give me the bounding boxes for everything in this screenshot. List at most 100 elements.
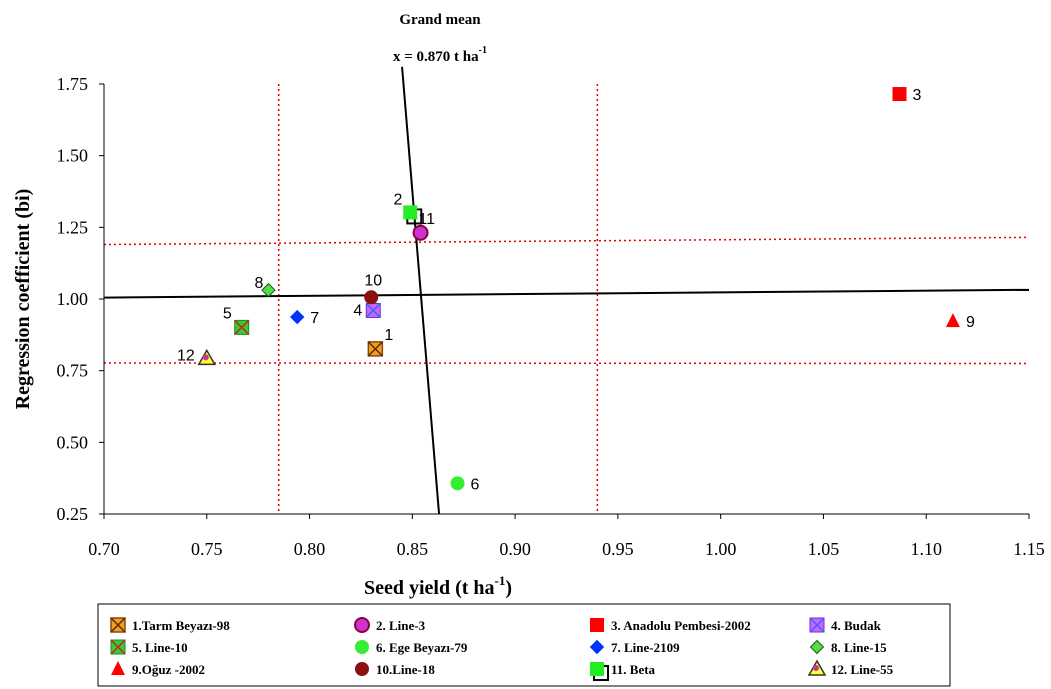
point-label-2: 2 [393,191,402,208]
legend-marker [807,659,827,676]
legend-marker [355,662,369,676]
marker-shape [403,205,418,220]
marker-cross [809,617,825,633]
legend-label: 3. Anadolu Pembesi-2002 [611,618,751,633]
data-point-9 [945,313,960,328]
marker-cross [110,639,126,655]
legend-marker [355,640,369,654]
legend-marker [354,617,370,633]
legend-label: 1.Tarm Beyazı-98 [132,618,230,633]
legend-item-8: 8. Line-15 [809,639,887,655]
marker-shape [589,639,605,655]
legend-marker [809,639,825,655]
grand-mean-annotation-line1: Grand mean [399,12,481,28]
point-label-10: 10 [364,272,382,289]
legend-item-11: 11. Beta [590,662,656,681]
marker-cross [234,319,250,335]
y-tick-label: 1.25 [57,217,89,237]
point-label-11: 11 [418,211,435,228]
point-label-12: 12 [177,347,195,364]
legend-label: 9.Oğuz -2002 [132,662,205,677]
y-tick-label: 1.50 [57,146,89,166]
marker-cross [367,341,383,357]
x-tick-label: 0.75 [191,539,223,559]
legend-item-10: 10.Line-18 [355,662,435,677]
marker-shape [590,662,604,676]
marker-inner [813,665,819,671]
solid-reference-lines [103,66,1030,515]
legend-label: 11. Beta [611,662,656,677]
regression-line [103,288,1030,299]
x-tick-label: 1.05 [808,539,840,559]
y-tick-label: 1.75 [57,74,89,94]
data-point-11 [403,205,423,225]
y-tick-label: 0.50 [57,432,89,452]
x-tick-labels: 0.70 0.75 0.80 0.85 0.90 0.95 1.00 1.05 1.10 1.15 [88,539,1045,559]
x-tick-label: 0.70 [88,539,120,559]
data-point-12 [197,348,217,366]
data-points [197,87,960,491]
point-label-6: 6 [471,476,480,493]
dotted-horizontal-line-2 [103,362,1030,365]
marker-shape [355,640,369,654]
legend-item-2: 2. Line-3 [354,617,426,633]
legend-item-1: 1.Tarm Beyazı-98 [110,617,230,633]
legend-label: 4. Budak [831,618,882,633]
marker-shape [945,313,960,328]
grand-mean-value: x = 0.870 t ha [393,49,479,65]
legend-marker [111,661,125,675]
legend-frame [97,603,951,687]
marker-shape [354,617,370,633]
axes [99,83,1030,519]
dotted-horizontal-line-1 [103,236,1030,246]
legend-label: 5. Line-10 [132,640,188,655]
point-label-5: 5 [223,305,232,322]
dotted-reference-lines [103,84,1030,514]
point-label-7: 7 [310,310,319,327]
grand-mean-annotation-line2: x = 0.870 t ha-1 [393,45,487,65]
data-point-2 [412,224,429,241]
point-label-1: 1 [384,327,393,344]
legend-item-9: 9.Oğuz -2002 [111,661,205,677]
y-axis-title: Regression coefficient (bi) [12,189,34,410]
data-point-10 [364,290,379,305]
legend-label: 8. Line-15 [831,640,887,655]
marker-shape [450,476,465,491]
x-axis-title-main: Seed yield (t ha [364,577,495,599]
legend: 1.Tarm Beyazı-98 2. Line-3 3. Anadolu Pemb… [97,603,951,687]
point-label-9: 9 [966,314,975,331]
legend-item-5: 5. Line-10 [110,639,188,655]
x-tick-label: 0.95 [602,539,634,559]
data-point-8 [261,282,276,298]
legend-label: 12. Line-55 [831,662,894,677]
marker-shape [290,309,305,325]
x-tick-label: 0.90 [499,539,531,559]
x-tick-label: 1.10 [910,539,942,559]
legend-marker [590,618,604,632]
point-label-4: 4 [353,302,362,319]
legend-label: 6. Ege Beyazı-79 [376,640,468,655]
marker-cross [110,617,126,633]
x-axis-title: Seed yield (t ha-1) [364,573,512,599]
marker-shape [892,87,907,102]
legend-label: 7. Line-2109 [611,640,680,655]
y-tick-label: 0.75 [57,361,89,381]
legend-item-6: 6. Ege Beyazı-79 [355,640,468,655]
marker-shape [590,618,604,632]
marker-inner [202,354,209,361]
marker-shape [412,224,429,241]
point-labels: 1 3 4 5 6 7 8 9 10 12 2 11 [177,87,975,493]
y-tick-labels: 0.25 0.50 0.75 1.00 1.25 1.50 1.75 [57,74,89,524]
legend-item-4: 4. Budak [809,617,882,633]
marker-shape [261,282,276,298]
marker-cross [365,302,381,318]
data-point-7 [290,309,305,325]
data-point-1 [367,341,384,357]
point-label-3: 3 [913,87,922,104]
data-point-3 [892,87,907,102]
marker-shape [364,290,379,305]
legend-item-7: 7. Line-2109 [589,639,680,655]
legend-label: 2. Line-3 [376,618,426,633]
grand-mean-unit-sup: -1 [479,45,487,56]
